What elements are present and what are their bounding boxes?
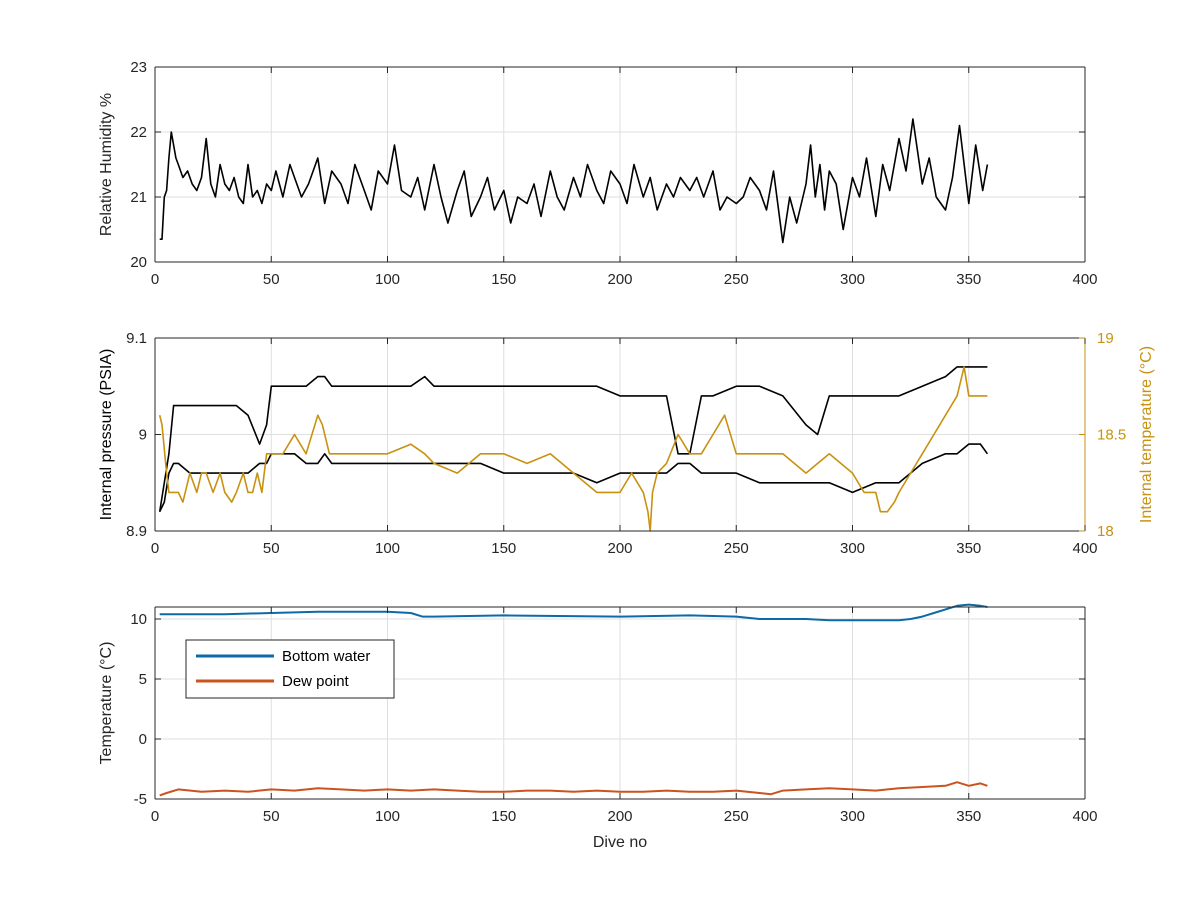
- y2-tick-label: 19: [1097, 330, 1114, 347]
- y-axis-label: Internal pressure (PSIA): [98, 349, 115, 521]
- series-line-dew-point: [159, 781, 988, 797]
- x-tick-label: 150: [491, 540, 516, 557]
- x-tick-label: 100: [375, 540, 400, 557]
- panel-1: 0 50 100 150 200 250 300 350 400 20 21 22 23 Relative…: [98, 59, 1098, 288]
- x-tick-label: 0: [151, 808, 159, 825]
- x-tick-label: 200: [607, 540, 632, 557]
- x-tick-label: 100: [375, 808, 400, 825]
- y2-axis-label: Internal temperature (°C): [1138, 346, 1155, 523]
- y-tick-label: 9: [139, 427, 147, 444]
- legend: Bottom water Dew point: [185, 639, 395, 699]
- y-tick-label: 0: [139, 731, 147, 748]
- legend-label: Dew point: [282, 673, 350, 690]
- y2-tick-label: 18.5: [1097, 427, 1126, 444]
- panel-2: 0 50 100 150 200 250 300 350 400 8.9 9 9.1 18 18.5 19 I…: [98, 330, 1155, 557]
- legend-box: [185, 639, 395, 699]
- series-line-2-3: [158, 366, 988, 532]
- grid-lines: [155, 607, 1085, 799]
- x-tick-label: 50: [263, 808, 280, 825]
- y2-tick-label: 18: [1097, 523, 1114, 540]
- x-tick-label: 250: [724, 271, 749, 288]
- y-tick-label: 5: [139, 671, 147, 688]
- y-tick-label: 22: [130, 124, 147, 141]
- x-tick-label: 400: [1072, 271, 1097, 288]
- x-tick-label: 100: [375, 271, 400, 288]
- y-tick-label: 8.9: [126, 523, 147, 540]
- x-tick-label: 350: [956, 808, 981, 825]
- x-tick-label: 300: [840, 271, 865, 288]
- y-axis-label: Temperature (°C): [98, 642, 115, 765]
- x-tick-label: 200: [607, 271, 632, 288]
- x-axis-label: Dive no: [593, 834, 647, 851]
- series-line-2-2: [158, 443, 989, 513]
- series-line-2-1: [158, 366, 988, 512]
- y-tick-label: 23: [130, 59, 147, 76]
- grid-lines: [155, 338, 1085, 531]
- panel-3: 0 50 100 150 200 250 300 350 400-50510Temperatur…: [98, 603, 1098, 851]
- grid-lines: [155, 67, 1085, 262]
- x-tick-label: 400: [1072, 540, 1097, 557]
- x-tick-label: 50: [263, 271, 280, 288]
- x-tick-label: 150: [491, 271, 516, 288]
- x-tick-label: 0: [151, 540, 159, 557]
- y-tick-label: 10: [130, 611, 147, 628]
- y-tick-label: 9.1: [126, 330, 147, 347]
- y-axis-label: Relative Humidity %: [98, 93, 115, 236]
- y-tick-label: 20: [130, 254, 147, 271]
- y-tick-label: -5: [134, 791, 147, 808]
- legend-label: Bottom water: [282, 648, 370, 665]
- x-tick-label: 150: [491, 808, 516, 825]
- x-tick-label: 250: [724, 540, 749, 557]
- x-tick-label: 200: [607, 808, 632, 825]
- x-tick-label: 350: [956, 271, 981, 288]
- series-line-1-1: [159, 118, 989, 244]
- x-tick-label: 300: [840, 808, 865, 825]
- x-tick-label: 0: [151, 271, 159, 288]
- x-tick-label: 50: [263, 540, 280, 557]
- y-tick-label: 21: [130, 189, 147, 206]
- x-tick-label: 300: [840, 540, 865, 557]
- x-tick-label: 250: [724, 808, 749, 825]
- x-tick-label: 400: [1072, 808, 1097, 825]
- series-line-bottom-water: [159, 603, 988, 622]
- x-tick-label: 350: [956, 540, 981, 557]
